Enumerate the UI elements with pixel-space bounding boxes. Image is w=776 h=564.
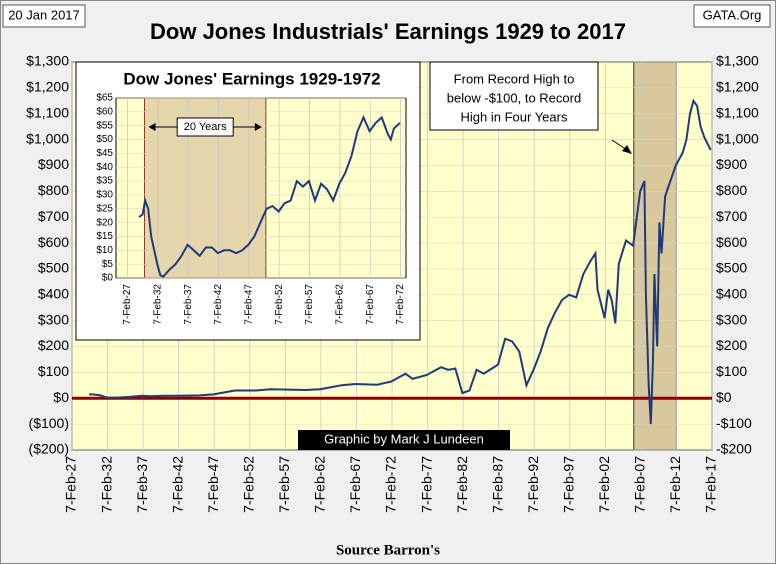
x-tick-label: 7-Feb-52 bbox=[240, 456, 256, 513]
x-tick-label: 7-Feb-47 bbox=[205, 456, 221, 513]
line-series bbox=[138, 114, 401, 278]
x-tick-label: 7-Feb-32 bbox=[98, 456, 114, 513]
y2-tick-label: $600 bbox=[716, 234, 747, 250]
y2-tick-label: $500 bbox=[716, 260, 747, 276]
y-tick-label: $900 bbox=[38, 156, 69, 172]
x-tick-label: 7-Feb-82 bbox=[454, 456, 470, 513]
x-tick-label: 7-Feb-72 bbox=[395, 284, 406, 325]
date-stamp: 20 Jan 2017 bbox=[8, 7, 80, 22]
chart-title: Dow Jones Industrials' Earnings 1929 to … bbox=[150, 19, 626, 44]
site: GATA.Org bbox=[703, 7, 762, 22]
x-tick-label: 7-Feb-62 bbox=[335, 284, 346, 325]
y-tick-label: $600 bbox=[38, 234, 69, 250]
y2-tick-label: $100 bbox=[716, 363, 747, 379]
x-tick-label: 7-Feb-62 bbox=[312, 456, 328, 513]
x-tick-label: 7-Feb-97 bbox=[560, 456, 576, 513]
y-tick-label: $20 bbox=[96, 217, 113, 228]
x-tick-label: 7-Feb-87 bbox=[489, 456, 505, 513]
y2-tick-label: $800 bbox=[716, 182, 747, 198]
x-tick-label: 7-Feb-27 bbox=[63, 456, 79, 513]
y2-tick-label: $900 bbox=[716, 156, 747, 172]
y-tick-label: $50 bbox=[96, 134, 113, 145]
span-label: 20 Years bbox=[184, 121, 227, 133]
x-tick-label: 7-Feb-42 bbox=[169, 456, 185, 513]
shaded-period bbox=[633, 61, 677, 451]
y-tick-label: $400 bbox=[38, 286, 69, 302]
y-tick-label: $1,300 bbox=[26, 53, 69, 69]
x-tick-label: 7-Feb-77 bbox=[418, 456, 434, 513]
y-tick-label: $40 bbox=[96, 162, 113, 173]
x-tick-label: 7-Feb-47 bbox=[244, 284, 255, 325]
x-tick-label: 7-Feb-67 bbox=[347, 456, 363, 513]
annotation-box bbox=[429, 61, 599, 131]
site-box bbox=[693, 4, 771, 28]
x-tick-label: 7-Feb-07 bbox=[632, 456, 648, 513]
y-tick-label: ($100) bbox=[29, 415, 69, 431]
y2-tick-label: $1,300 bbox=[716, 53, 759, 69]
y-tick-label: $60 bbox=[96, 106, 113, 117]
y-tick-label: $30 bbox=[96, 190, 113, 201]
x-tick-label: 7-Feb-02 bbox=[596, 456, 612, 513]
x-tick-label: 7-Feb-92 bbox=[525, 456, 541, 513]
x-tick-label: 7-Feb-12 bbox=[667, 456, 683, 513]
y-tick-label: $1,000 bbox=[26, 130, 69, 146]
y-tick-label: $25 bbox=[96, 203, 113, 214]
y2-tick-label: $0 bbox=[716, 389, 732, 405]
y-tick-label: $0 bbox=[53, 389, 69, 405]
y-tick-label: $35 bbox=[96, 176, 113, 187]
y-tick-label: $10 bbox=[96, 245, 113, 256]
y2-tick-label: $1,000 bbox=[716, 130, 759, 146]
arrow-head bbox=[622, 145, 632, 154]
x-tick-label: 7-Feb-57 bbox=[304, 284, 315, 325]
date-box bbox=[2, 4, 86, 28]
y-tick-label: $1,200 bbox=[26, 79, 69, 95]
y2-tick-label: $300 bbox=[716, 311, 747, 327]
y2-tick-label: -$200 bbox=[716, 441, 752, 457]
y-tick-label: $0 bbox=[102, 273, 114, 284]
y2-tick-label: $400 bbox=[716, 286, 747, 302]
x-tick-label: 7-Feb-17 bbox=[703, 456, 719, 513]
x-tick-label: 7-Feb-37 bbox=[183, 284, 194, 325]
y-tick-label: $800 bbox=[38, 182, 69, 198]
source: Source Barron's bbox=[336, 542, 440, 558]
y-tick-label: $5 bbox=[102, 259, 114, 270]
y2-tick-label: $1,100 bbox=[716, 104, 759, 120]
y-tick-label: $500 bbox=[38, 260, 69, 276]
y2-tick-label: $1,200 bbox=[716, 79, 759, 95]
y-tick-label: $300 bbox=[38, 311, 69, 327]
x-tick-label: 7-Feb-37 bbox=[134, 456, 150, 513]
y-tick-label: $100 bbox=[38, 363, 69, 379]
x-tick-label: 7-Feb-67 bbox=[365, 284, 376, 325]
x-tick-label: 7-Feb-32 bbox=[153, 284, 164, 325]
x-tick-label: 7-Feb-27 bbox=[122, 284, 133, 325]
credit: Graphic by Mark J Lundeen bbox=[324, 431, 484, 446]
x-tick-label: 7-Feb-42 bbox=[213, 284, 224, 325]
y-tick-label: $45 bbox=[96, 148, 113, 159]
x-tick-label: 7-Feb-72 bbox=[383, 456, 399, 513]
y2-tick-label: $200 bbox=[716, 337, 747, 353]
annotation-text: From Record High to bbox=[454, 71, 575, 86]
annotation-text: below -$100, to Record bbox=[447, 90, 581, 105]
x-tick-label: 7-Feb-52 bbox=[274, 284, 285, 325]
credit-box bbox=[298, 430, 510, 450]
span-label-box bbox=[176, 117, 234, 137]
y-tick-label: $55 bbox=[96, 120, 113, 131]
inset-title: Dow Jones' Earnings 1929-1972 bbox=[123, 69, 380, 88]
y-tick-label: $15 bbox=[96, 231, 113, 242]
line-series bbox=[89, 98, 712, 425]
y-tick-label: ($200) bbox=[29, 441, 69, 457]
y2-tick-label: -$100 bbox=[716, 415, 752, 431]
annotation-text: High in Four Years bbox=[461, 109, 568, 124]
y2-tick-label: $700 bbox=[716, 208, 747, 224]
x-tick-label: 7-Feb-57 bbox=[276, 456, 292, 513]
y-tick-label: $65 bbox=[96, 93, 113, 104]
y-tick-label: $1,100 bbox=[26, 104, 69, 120]
y-tick-label: $700 bbox=[38, 208, 69, 224]
y-tick-label: $200 bbox=[38, 337, 69, 353]
